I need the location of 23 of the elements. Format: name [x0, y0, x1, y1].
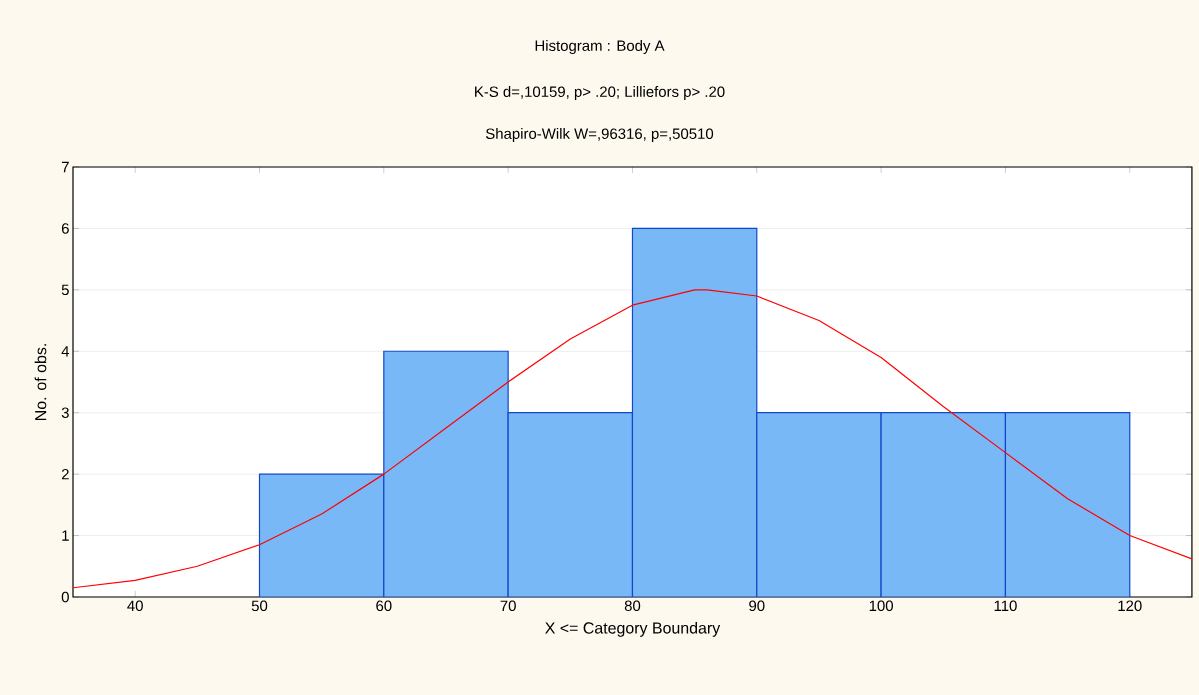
x-tick-label: 110: [994, 600, 1017, 612]
y-tick-label: 7: [61, 161, 69, 173]
y-tick-label: 6: [61, 223, 69, 234]
y-tick-label: 2: [61, 468, 69, 480]
y-tick-label: 3: [61, 407, 69, 418]
y-tick-label: 1: [62, 530, 69, 541]
x-tick-label: 120: [1118, 600, 1142, 612]
x-tick-label: 60: [376, 600, 392, 612]
x-tick-label: 40: [127, 600, 143, 612]
x-tick-label: 70: [500, 600, 516, 612]
y-tick-label: 4: [61, 346, 70, 357]
text: Shapiro-Wilk W=,96316, p=,50510: [485, 128, 714, 142]
x-tick-label: 50: [251, 600, 268, 612]
y-axis-title: No. of obs.: [34, 344, 47, 420]
chart-subtitle: K-S d=,10159, p> .20; Lilliefors p> .20: [475, 86, 725, 100]
line-series: [73, 289, 1192, 589]
y-tick-label: 0: [61, 591, 69, 603]
x-tick-label: 90: [749, 600, 765, 612]
chart-title: Histogram : Body A: [535, 40, 665, 54]
y-tick-label: 5: [61, 284, 69, 296]
x-tick-label: 100: [869, 600, 893, 612]
x-axis-title: X <= Category Boundary: [545, 621, 721, 637]
x-tick-label: 80: [624, 600, 641, 612]
